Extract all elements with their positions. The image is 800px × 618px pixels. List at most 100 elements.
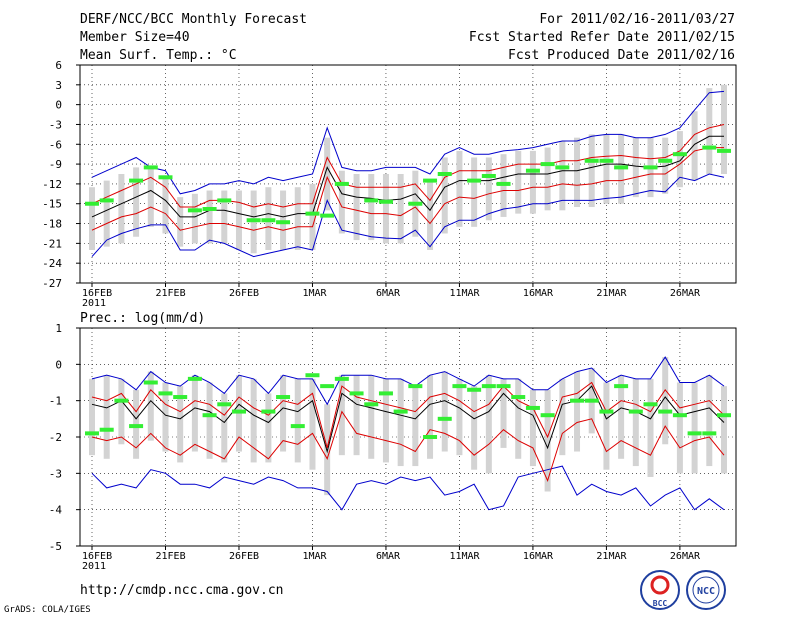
x-tick-label: 2011	[82, 298, 106, 309]
plot-frame	[79, 64, 737, 284]
observation-marker	[143, 165, 158, 170]
observation-marker	[217, 402, 232, 407]
spread-box	[162, 177, 169, 234]
x-tick-label: 16FEB	[82, 288, 112, 299]
spread-box	[397, 174, 404, 244]
observation-marker	[643, 165, 658, 170]
spread-box	[89, 378, 95, 456]
observation-marker	[349, 391, 364, 396]
series-line-mean	[91, 135, 724, 218]
observation-marker	[378, 199, 393, 204]
spread-box	[515, 150, 522, 214]
observation-marker	[481, 384, 496, 389]
y-tick-label: -27	[42, 277, 62, 290]
spread-box	[221, 190, 228, 244]
observation-marker	[187, 208, 202, 213]
spread-box	[721, 84, 727, 174]
spread-box	[632, 137, 639, 198]
spread-box	[427, 180, 434, 250]
observation-marker	[584, 398, 599, 403]
observation-marker	[423, 178, 438, 183]
spread-box	[338, 170, 345, 234]
y-tick-label: -6	[49, 138, 62, 151]
observation-marker	[423, 435, 438, 439]
observation-marker	[525, 405, 540, 410]
observation-marker	[305, 373, 320, 378]
spread-box	[647, 378, 654, 477]
observation-marker	[173, 395, 188, 400]
observation-marker	[467, 178, 482, 183]
observation-marker	[702, 431, 717, 436]
observation-marker	[496, 181, 511, 186]
observation-marker	[570, 398, 585, 403]
spread-box	[603, 134, 610, 204]
x-tick-label: 16MAR	[523, 288, 554, 299]
series-line-max	[91, 465, 725, 511]
observation-marker	[614, 384, 629, 389]
spread-box	[485, 157, 492, 221]
spread-box	[118, 174, 125, 244]
observation-marker	[599, 409, 614, 414]
spread-box	[676, 382, 683, 474]
y-tick-label: -4	[49, 504, 63, 517]
observation-marker	[687, 431, 702, 436]
observation-marker	[393, 409, 408, 414]
spread-box	[544, 147, 551, 211]
ncc-logo-icon: NCC	[686, 570, 726, 610]
y-tick-label: 0	[55, 99, 62, 112]
spread-box	[368, 174, 375, 241]
grads-credit: GrADS: COLA/IGES	[4, 605, 91, 615]
x-tick-label: 26FEB	[229, 551, 259, 562]
fcst-produced-date: Fcst Produced Date 2011/02/16	[508, 48, 735, 63]
member-size: Member Size=40	[80, 30, 190, 45]
observation-marker	[364, 198, 379, 203]
ncc-logo-text: NCC	[697, 586, 715, 597]
bcc-logo-text: BCC	[653, 599, 668, 608]
observation-marker	[158, 175, 173, 180]
observation-marker	[496, 384, 511, 389]
y-tick-label: -12	[42, 178, 62, 191]
spread-box	[441, 371, 448, 452]
spread-box	[588, 134, 595, 208]
spread-box	[500, 378, 507, 448]
spread-box	[162, 382, 169, 452]
x-tick-label: 1MAR	[302, 288, 327, 299]
bcc-logo-icon: BCC	[640, 570, 680, 610]
spread-box	[456, 378, 463, 456]
series-line-max	[91, 173, 725, 258]
agency-logos: BCC NCC	[640, 570, 726, 610]
spread-box	[206, 190, 213, 244]
spread-box	[721, 386, 727, 474]
spread-box	[706, 88, 713, 174]
x-tick-label: 21FEB	[155, 551, 185, 562]
footer-url[interactable]: http://cmdp.ncc.cma.gov.cn	[80, 583, 284, 598]
series-line-p2	[91, 381, 725, 449]
spread-box	[632, 378, 639, 467]
observation-marker	[452, 384, 467, 389]
observation-marker	[99, 427, 114, 432]
observation-marker	[320, 213, 335, 218]
observation-marker	[85, 431, 99, 436]
spread-box	[133, 167, 140, 237]
spread-box	[103, 180, 110, 247]
observation-marker	[261, 218, 276, 223]
y-tick-label: -1	[49, 395, 62, 408]
fcst-started-date: Fcst Started Refer Date 2011/02/15	[468, 30, 735, 45]
spread-box	[294, 187, 301, 250]
spread-box	[382, 378, 389, 463]
observation-marker	[334, 181, 349, 186]
observation-marker	[437, 172, 452, 176]
spread-box	[147, 167, 154, 227]
series-line-p1	[91, 410, 725, 483]
observation-marker	[540, 413, 555, 418]
spread-box	[515, 378, 522, 459]
observation-marker	[628, 409, 643, 414]
series-line-mean	[91, 385, 725, 454]
spread-box	[191, 375, 198, 452]
x-tick-label: 26MAR	[670, 288, 701, 299]
header-title: DERF/NCC/BCC Monthly Forecast	[80, 12, 307, 27]
spread-box	[118, 378, 125, 445]
series-line-p1	[91, 147, 724, 231]
observation-marker	[702, 145, 717, 150]
